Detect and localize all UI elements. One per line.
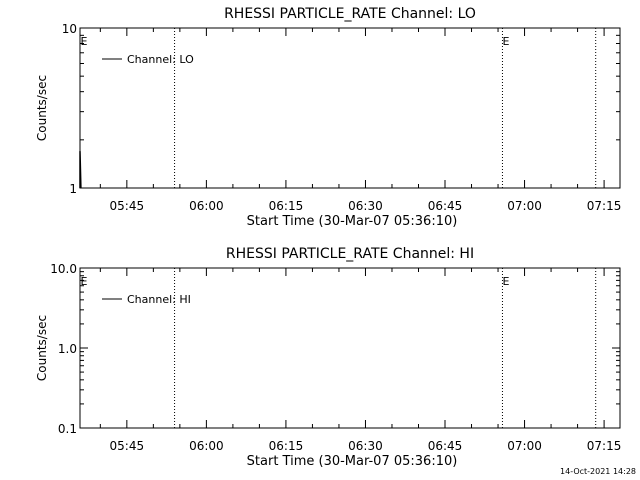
y-tick-label: 1 bbox=[69, 182, 77, 196]
x-tick-label: 06:00 bbox=[189, 199, 224, 213]
x-tick-label: 06:45 bbox=[428, 439, 463, 453]
event-flag-label: E bbox=[502, 35, 509, 48]
chart-title: RHESSI PARTICLE_RATE Channel: HI bbox=[226, 246, 474, 262]
x-tick-label: 07:15 bbox=[587, 199, 622, 213]
x-tick-label: 07:00 bbox=[507, 199, 542, 213]
x-axis-label: Start Time (30-Mar-07 05:36:10) bbox=[247, 454, 458, 469]
x-tick-label: 06:45 bbox=[428, 199, 463, 213]
x-tick-label: 07:15 bbox=[587, 439, 622, 453]
plot-frame bbox=[79, 27, 621, 189]
x-tick-label: 07:00 bbox=[507, 439, 542, 453]
legend-label: Channel: LO bbox=[127, 53, 194, 66]
plot-frame bbox=[79, 267, 621, 429]
x-tick-label: 06:15 bbox=[269, 439, 304, 453]
x-tick-label: 06:00 bbox=[189, 439, 224, 453]
y-tick-label: 10.0 bbox=[50, 262, 77, 276]
series-line bbox=[79, 151, 82, 189]
x-tick-label: 06:30 bbox=[348, 199, 383, 213]
legend-label: Channel: HI bbox=[127, 293, 191, 306]
y-axis-label: Counts/sec bbox=[35, 75, 49, 141]
y-tick-label: 10 bbox=[62, 22, 77, 36]
footer-timestamp: 14-Oct-2021 14:28 bbox=[560, 467, 636, 476]
x-tick-label: 06:15 bbox=[269, 199, 304, 213]
x-tick-label: 06:30 bbox=[348, 439, 383, 453]
y-tick-label: 1.0 bbox=[58, 342, 77, 356]
chart-title: RHESSI PARTICLE_RATE Channel: LO bbox=[224, 6, 476, 22]
x-tick-label: 05:45 bbox=[110, 199, 145, 213]
y-axis-label: Counts/sec bbox=[35, 315, 49, 381]
event-flag-label: E bbox=[80, 275, 87, 288]
event-flag-label: E bbox=[502, 275, 509, 288]
y-tick-label: 0.1 bbox=[58, 422, 77, 436]
x-tick-label: 05:45 bbox=[110, 439, 145, 453]
event-flag-label: E bbox=[80, 35, 87, 48]
x-axis-label: Start Time (30-Mar-07 05:36:10) bbox=[247, 214, 458, 229]
